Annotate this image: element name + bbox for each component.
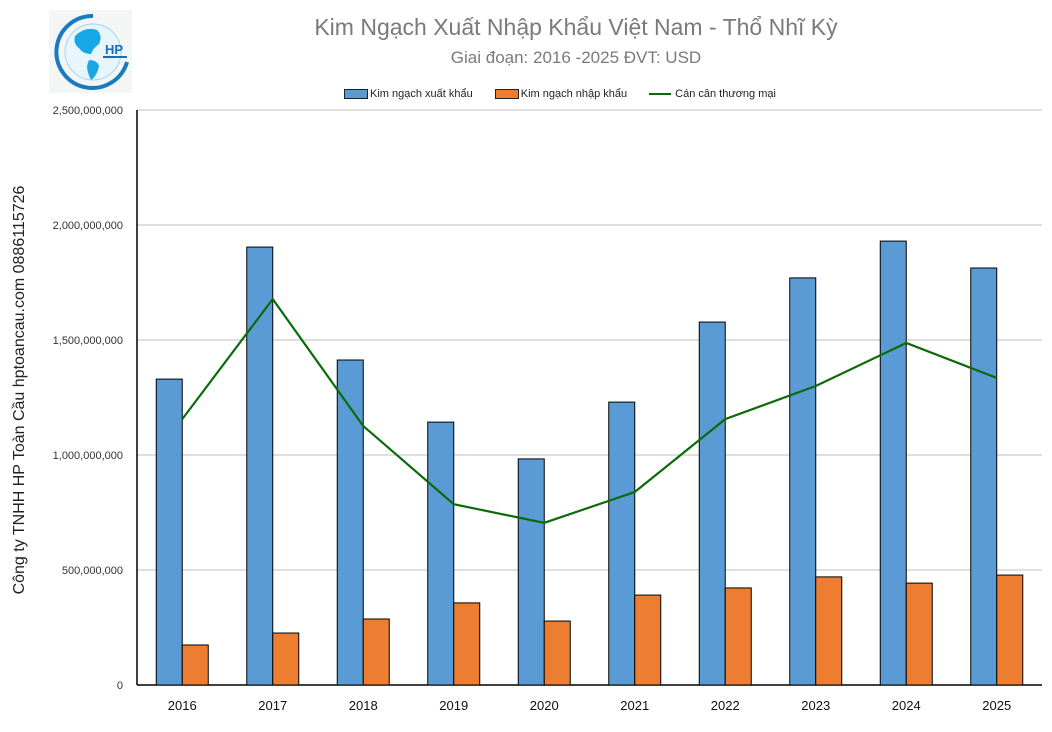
x-tick-label: 2016 — [168, 698, 197, 713]
x-tick-label: 2021 — [620, 698, 649, 713]
x-tick-label: 2020 — [530, 698, 559, 713]
legend-item-import: Kim ngạch nhập khẩu — [494, 88, 628, 100]
bar-import — [181, 644, 209, 686]
chart-legend: Kim ngạch xuất khẩu Kim ngạch nhập khẩu … — [344, 88, 798, 100]
bar-export — [698, 321, 726, 686]
bar-export — [427, 421, 455, 686]
y-tick-label: 1,500,000,000 — [53, 335, 123, 347]
y-tick-label: 1,000,000,000 — [53, 450, 123, 462]
chart-subtitle: Giai đoạn: 2016 -2025 ĐVT: USD — [450, 48, 702, 67]
legend-item-balance: Cán cân thương mại — [649, 88, 776, 100]
y-tick-label: 2,500,000,000 — [53, 105, 123, 117]
globe-logo-icon: HP — [49, 10, 132, 93]
bar-import — [543, 620, 571, 686]
x-tick-label: 2025 — [982, 698, 1011, 713]
x-tick-label: 2022 — [711, 698, 740, 713]
bar-export — [517, 458, 545, 686]
svg-text:HP: HP — [105, 42, 123, 57]
legend-label: Kim ngạch xuất khẩu — [370, 88, 473, 100]
balance-line-icon — [649, 93, 672, 95]
x-tick-label: 2017 — [258, 698, 287, 713]
bar-export — [608, 401, 636, 686]
bar-import — [815, 576, 843, 686]
y-tick-label: 2,000,000,000 — [53, 220, 123, 232]
bar-import — [272, 632, 300, 686]
bar-import — [724, 587, 752, 686]
bar-export — [336, 359, 364, 686]
import-swatch-icon — [494, 89, 519, 99]
legend-label: Cán cân thương mại — [675, 88, 776, 100]
x-tick-label: 2024 — [892, 698, 921, 713]
y-tick-label: 0 — [117, 680, 123, 692]
bar-export — [789, 277, 817, 686]
bar-export — [246, 246, 274, 686]
balance-line — [181, 297, 998, 524]
bar-import — [634, 594, 662, 686]
bar-export — [155, 378, 183, 686]
legend-item-export: Kim ngạch xuất khẩu — [344, 88, 473, 100]
company-logo: HP — [49, 10, 132, 93]
bar-import — [453, 602, 481, 686]
chart-title: Kim Ngạch Xuất Nhập Khẩu Việt Nam - Thổ … — [314, 14, 838, 40]
bar-export — [970, 267, 998, 686]
bar-export — [879, 240, 907, 686]
legend-label: Kim ngạch nhập khẩu — [520, 88, 628, 100]
bar-import — [362, 618, 390, 686]
x-tick-label: 2019 — [439, 698, 468, 713]
export-swatch-icon — [344, 89, 368, 99]
bar-import — [996, 574, 1024, 686]
y-tick-label: 500,000,000 — [62, 565, 123, 577]
x-tick-label: 2018 — [349, 698, 378, 713]
x-tick-label: 2023 — [801, 698, 830, 713]
bar-import — [905, 582, 933, 686]
